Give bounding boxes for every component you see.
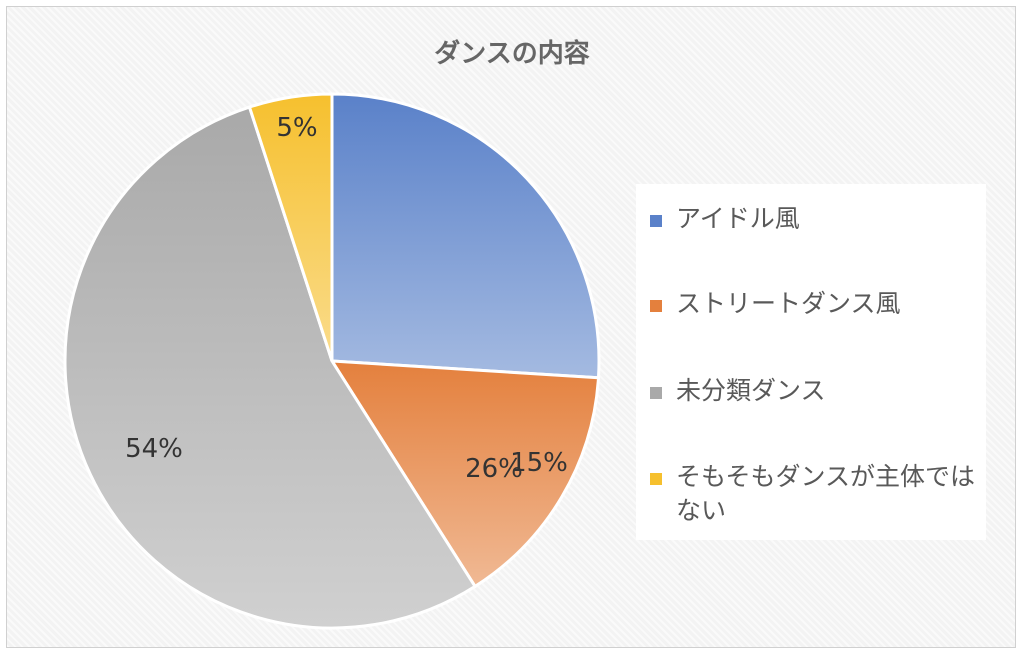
- pie-chart: 26%15% 54% 5%: [63, 92, 601, 630]
- chart-title: ダンスの内容: [434, 39, 590, 69]
- slice-not-dance: [247, 92, 334, 362]
- legend-label-unclassified: 未分類ダンス: [676, 376, 826, 405]
- slice-unclassified: [63, 105, 478, 630]
- slice-label-not-dance: 5%: [276, 113, 317, 143]
- legend-item-idol: アイドル風: [650, 202, 982, 236]
- legend-swatch-not-dance: [650, 473, 662, 485]
- legend-item-street: ストリートダンス風: [650, 287, 982, 321]
- legend-item-unclassified: 未分類ダンス: [650, 374, 982, 408]
- legend: アイドル風 ストリートダンス風 未分類ダンス そもそもダンスが主体ではない: [636, 184, 986, 540]
- slice-label-idol: 26%: [465, 454, 523, 484]
- slice-idol: [330, 92, 601, 380]
- legend-label-idol: アイドル風: [676, 204, 800, 233]
- slice-label-unclassified: 54%: [125, 434, 183, 464]
- legend-label-not-dance: そもそもダンスが主体ではない: [676, 462, 976, 525]
- chart-area: ダンスの内容 26% 15% 54% 5% アイドル風 ストリートダンス風 未分類ダン…: [6, 6, 1016, 648]
- legend-label-street: ストリートダンス風: [676, 289, 901, 318]
- legend-swatch-street: [650, 300, 662, 312]
- slice-label-street: 15%: [510, 448, 568, 478]
- legend-swatch-idol: [650, 215, 662, 227]
- legend-item-not-dance: そもそもダンスが主体ではない: [650, 460, 982, 528]
- slice-street: [329, 359, 601, 589]
- legend-swatch-unclassified: [650, 387, 662, 399]
